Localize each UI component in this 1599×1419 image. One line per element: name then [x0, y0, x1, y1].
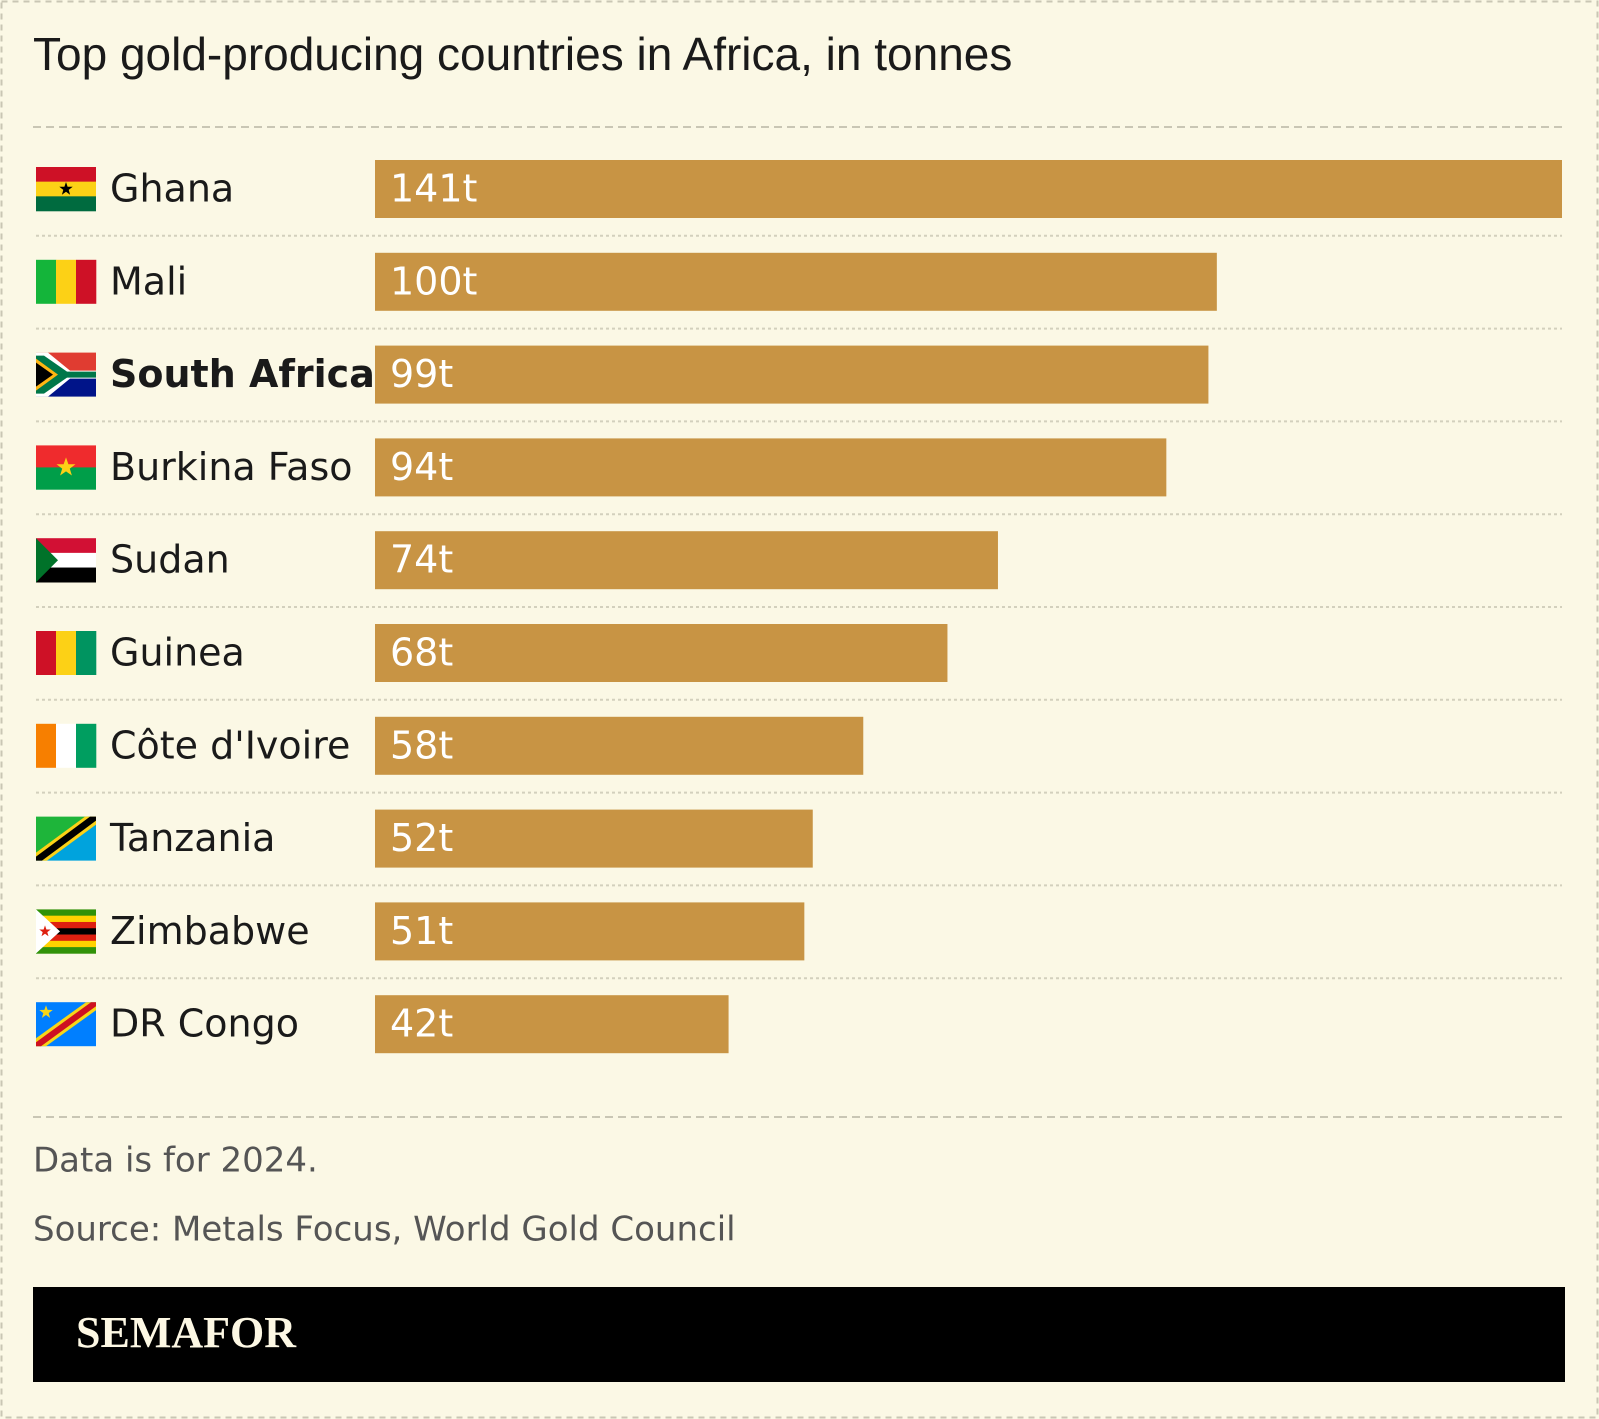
flag [36, 352, 96, 397]
category-label: Tanzania [109, 816, 275, 860]
flag-part [36, 1002, 96, 1047]
category-label: South Africa [110, 352, 375, 396]
flag [36, 909, 96, 954]
flag-part [39, 1005, 53, 1018]
value-label: 68t [390, 631, 453, 675]
bar [375, 160, 1562, 218]
flag [36, 723, 97, 768]
flag-part [36, 467, 96, 490]
flag-part [56, 723, 77, 768]
flag [36, 631, 97, 675]
chart-title: Top gold-producing countries in Africa, … [33, 28, 1012, 80]
bar [375, 995, 729, 1054]
value-label: 94t [390, 445, 453, 489]
flag [36, 816, 96, 861]
flag-part [56, 259, 77, 304]
value-label: 52t [390, 816, 453, 860]
category-label: Côte d'Ivoire [110, 723, 350, 767]
flag-part [36, 723, 57, 768]
bar [375, 902, 805, 961]
flag-part [36, 816, 96, 861]
flag-part [36, 567, 96, 583]
flag-part [36, 909, 96, 916]
flag-part [36, 940, 96, 948]
flag [36, 259, 97, 304]
flag-part [56, 631, 77, 675]
flag-part [36, 631, 57, 675]
value-label: 51t [390, 909, 453, 953]
value-label: 58t [390, 723, 453, 767]
category-label: Ghana [110, 167, 234, 211]
category-label: Guinea [110, 631, 245, 675]
flag-part [76, 723, 97, 768]
source: Source: Metals Focus, World Gold Council [33, 1210, 736, 1250]
brand: SEMAFOR [76, 1308, 297, 1357]
flag-part [36, 196, 96, 212]
flag-part [36, 538, 96, 554]
category-label: DR Congo [110, 1002, 299, 1046]
value-label: 74t [390, 538, 453, 582]
flag-part [36, 259, 57, 304]
flag [36, 538, 96, 583]
flag [36, 445, 96, 490]
flag [36, 167, 96, 212]
bar [375, 345, 1209, 404]
category-label: Sudan [110, 538, 230, 582]
brand-band [33, 1287, 1565, 1382]
flag-part [36, 947, 96, 954]
bar [375, 252, 1217, 311]
category-label: Mali [110, 259, 187, 303]
flag-part [36, 362, 53, 387]
flag-part [36, 915, 96, 923]
value-label: 99t [390, 352, 453, 396]
flag-part [36, 538, 58, 583]
flag-part [36, 445, 96, 468]
flag-part [39, 925, 51, 937]
flag [36, 1002, 96, 1047]
bar [375, 531, 998, 590]
value-label: 141t [390, 167, 477, 211]
flag-part [36, 355, 96, 394]
flag-part [36, 928, 96, 935]
bar [375, 716, 864, 775]
value-label: 42t [390, 1002, 453, 1046]
category-label: Burkina Faso [110, 445, 353, 489]
category-label: Zimbabwe [110, 909, 310, 953]
note: Data is for 2024. [33, 1141, 318, 1181]
flag-part [76, 259, 97, 304]
bar [375, 624, 948, 682]
flag-part [59, 182, 73, 195]
flag-part [36, 921, 96, 929]
flag-part [56, 457, 76, 476]
flag-part [36, 167, 96, 182]
value-label: 100t [390, 259, 477, 303]
flag-part [36, 934, 96, 942]
bar [375, 438, 1167, 497]
flag-part [76, 631, 97, 675]
bar [375, 809, 813, 868]
